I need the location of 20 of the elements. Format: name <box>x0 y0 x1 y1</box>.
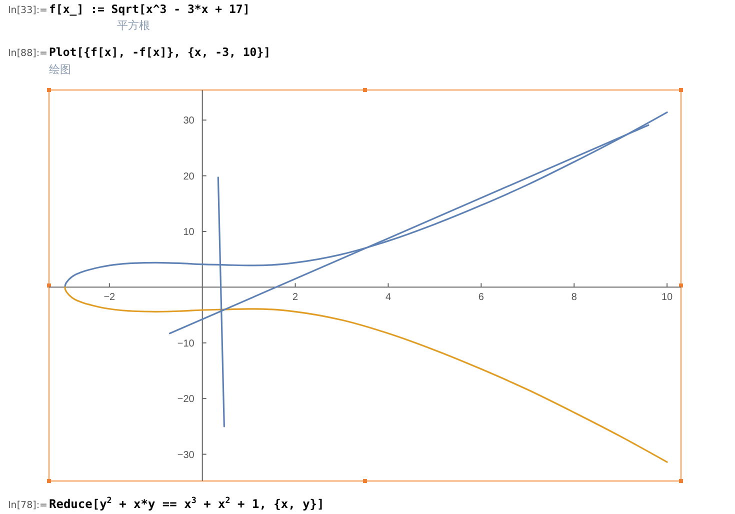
x-tick-label: 2 <box>292 292 299 304</box>
text: 绘图 <box>49 63 71 76</box>
x-tick-label: 4 <box>385 292 392 304</box>
x-tick-label: −2 <box>104 292 116 304</box>
text: In[78]:= <box>8 500 48 511</box>
text: f[x_] := Sqrt[x^3 - 3*x + 17] <box>49 2 250 16</box>
y-tick-label: 10 <box>183 226 195 238</box>
text: In[33]:= <box>8 5 48 16</box>
y-tick-label: 30 <box>183 116 195 127</box>
y-tick-label: −10 <box>177 338 195 350</box>
text: 平方根 <box>117 19 150 32</box>
y-tick-label: −30 <box>177 450 195 461</box>
y-tick-label: 20 <box>183 171 195 182</box>
text: Reduce[y$^{2}$ + x*y == x$^{3}$ + x$^{2}$ + 1, {x, y}] <box>49 495 324 511</box>
x-tick-label: 10 <box>661 292 674 304</box>
y-tick-label: −20 <box>177 394 195 406</box>
text: In[88]:= <box>8 48 48 59</box>
x-tick-label: 6 <box>478 292 484 304</box>
text: Plot[{f[x], -f[x]}, {x, -3, 10}] <box>49 45 271 59</box>
x-tick-label: 8 <box>571 292 578 304</box>
